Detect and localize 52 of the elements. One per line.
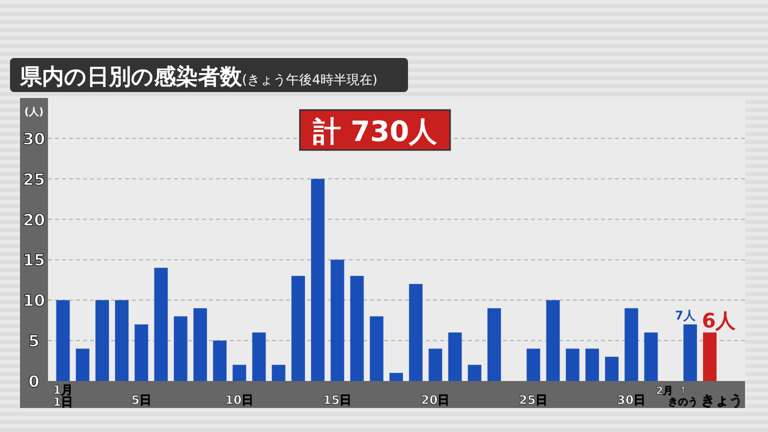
bar <box>291 276 305 381</box>
bar <box>683 324 697 381</box>
bar <box>566 348 580 381</box>
x-tick-label: 25日 <box>519 393 548 407</box>
bar <box>644 332 658 381</box>
bar <box>76 348 90 381</box>
bar <box>174 316 188 381</box>
y-tick-label: 5 <box>28 332 40 351</box>
x-tick-label: 10日 <box>225 393 254 407</box>
bar <box>330 260 344 381</box>
bar <box>272 364 286 381</box>
bar <box>624 308 638 381</box>
bar <box>134 324 148 381</box>
bar <box>487 308 501 381</box>
bar <box>585 348 599 381</box>
y-tick-label: 15 <box>22 250 46 270</box>
bar <box>193 308 207 381</box>
bar <box>370 316 384 381</box>
bar <box>546 300 560 381</box>
bar <box>232 364 246 381</box>
bar <box>56 300 70 381</box>
bar <box>703 332 717 381</box>
chart-subtitle: (きょう午後4時半現在) <box>242 73 378 88</box>
bar <box>409 284 423 381</box>
y-tick-label: 0 <box>28 372 40 391</box>
y-tick-label: 20 <box>22 210 46 230</box>
x-tick-label: 5日 <box>131 393 152 407</box>
data-label: 7人 <box>675 308 696 322</box>
chart-title: 県内の日別の感染者数 <box>19 64 243 90</box>
annotation: 計 730人 <box>312 115 438 148</box>
bar <box>95 300 109 381</box>
y-axis-title: (人) <box>24 106 44 118</box>
x-tick-label: きょう <box>700 393 743 409</box>
bar <box>468 364 482 381</box>
bar <box>605 356 619 381</box>
x-tick-label: 15日 <box>323 393 352 407</box>
bar <box>350 276 364 381</box>
bar <box>448 332 462 381</box>
bar <box>389 372 403 381</box>
y-tick-label: 10 <box>22 291 46 310</box>
y-tick-label: 25 <box>22 170 46 189</box>
bar <box>252 332 266 381</box>
x-tick-label: 20日 <box>421 393 450 407</box>
bar <box>428 348 442 381</box>
x-tick-label: 30日 <box>617 393 646 407</box>
bar <box>526 348 540 381</box>
bar <box>311 178 325 381</box>
bar <box>115 300 129 381</box>
bar <box>154 268 168 381</box>
bar <box>213 340 227 381</box>
y-tick-label: 30 <box>22 129 46 148</box>
data-label: 6人 <box>702 308 737 332</box>
